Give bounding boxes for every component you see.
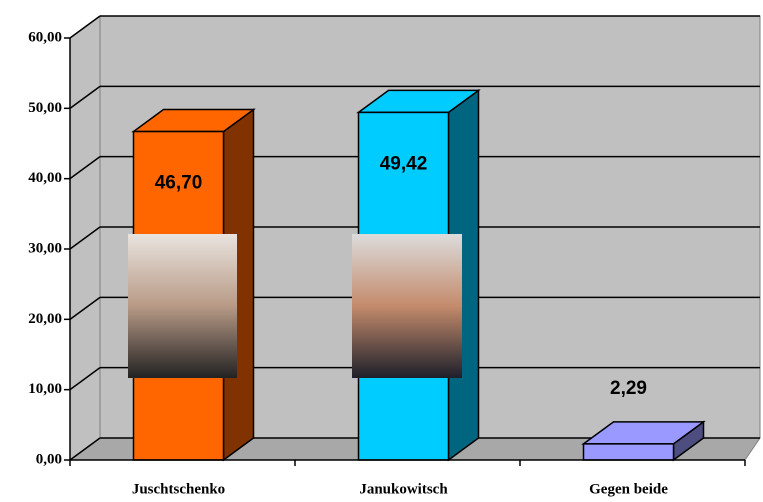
y-tick-label: 30,00: [28, 240, 62, 256]
value-label: 46,70: [155, 173, 203, 194]
value-label: 49,42: [380, 153, 428, 174]
page: {"chart_data": {"type": "bar3d", "catego…: [0, 0, 763, 502]
y-tick-label: 50,00: [28, 100, 62, 116]
chart: 0,00 10,00 20,00 30,00 40,00 50,00 60,00 Juscht…: [0, 0, 763, 502]
x-tick-label: Gegen beide: [589, 481, 668, 497]
y-tick-label: 10,00: [28, 381, 62, 397]
y-tick-label: 20,00: [28, 311, 62, 327]
bar: [584, 444, 674, 460]
photo: [352, 234, 462, 378]
x-tick-label: Juschtschenko: [132, 481, 225, 497]
value-label: 2,29: [610, 378, 647, 399]
y-tick-label: 40,00: [28, 170, 62, 186]
y-tick-label: 0,00: [36, 451, 62, 467]
y-tick-label: 60,00: [28, 29, 62, 45]
photo: [128, 234, 237, 378]
x-tick-label: Janukowitsch: [359, 481, 448, 497]
